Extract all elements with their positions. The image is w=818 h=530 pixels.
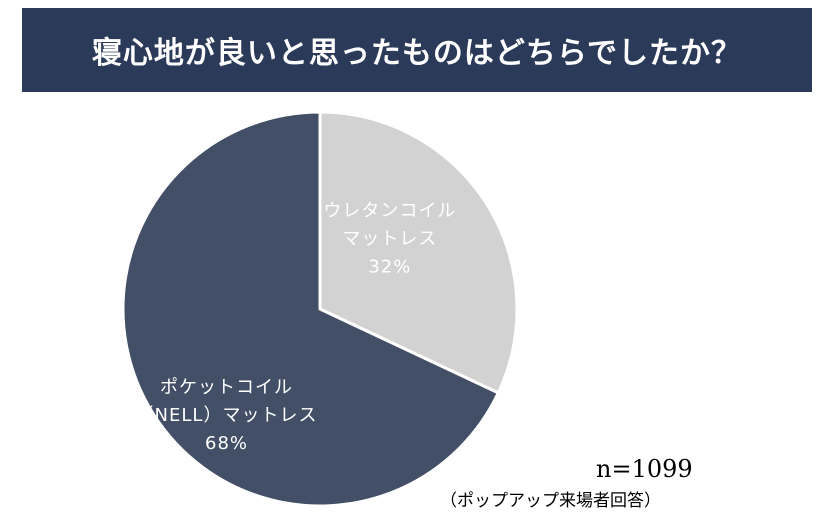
sample-note-label: （ポップアップ来場者回答） bbox=[440, 491, 661, 511]
pie-slices bbox=[121, 110, 519, 508]
pie-value-label: 32% bbox=[368, 257, 411, 278]
sample-size-label: n=1099 bbox=[596, 455, 693, 483]
pie-slice-label-0: ウレタンコイルマットレス 32% bbox=[323, 201, 456, 278]
pie-category-label: マットレス bbox=[342, 229, 437, 250]
pie-category-label: ポケットコイル bbox=[160, 377, 293, 398]
title-banner: 寝心地が良いと思ったものはどちらでしたか？ bbox=[22, 8, 812, 92]
pie-category-label: （NELL）マットレス bbox=[136, 405, 318, 426]
chart-title: 寝心地が良いと思ったものはどちらでしたか？ bbox=[91, 36, 743, 71]
pie-slice-0 bbox=[318, 110, 519, 395]
pie-slice-label-1: ポケットコイル （NELL）マットレス 68% bbox=[136, 377, 318, 454]
pie-labels: ウレタンコイルマットレス 32% ポケットコイル （NELL）マットレス 68% bbox=[136, 201, 456, 454]
pie-slice-1 bbox=[121, 110, 500, 508]
pie-category-label: ウレタンコイル bbox=[323, 201, 456, 222]
pie-value-label: 68% bbox=[205, 433, 248, 454]
